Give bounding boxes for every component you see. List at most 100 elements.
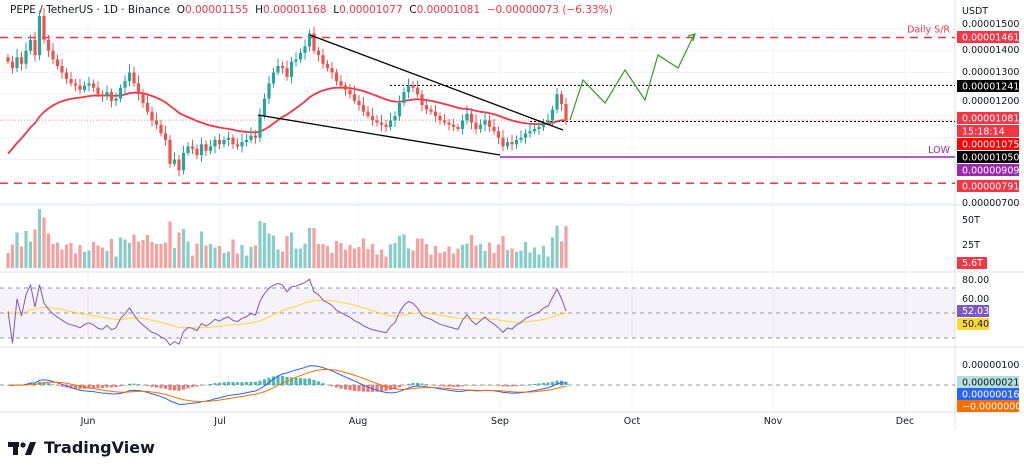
price-tag: 0.00000791 (962, 182, 1019, 193)
moving-average-line (7, 86, 567, 155)
macd-histogram-bar (55, 385, 60, 386)
macd-histogram-bar (109, 385, 114, 388)
macd-histogram-bar (402, 385, 406, 386)
candle-body (303, 46, 307, 53)
candle-body (564, 104, 568, 121)
candle-body (100, 94, 105, 97)
candle-body (235, 144, 240, 147)
candle-body (132, 72, 136, 84)
candle-body (64, 72, 69, 80)
candle-body (145, 102, 150, 112)
volume-bar (10, 244, 15, 268)
volume-bar (438, 253, 442, 268)
candle-body (406, 85, 411, 93)
macd-histogram-bar (523, 384, 528, 386)
low-value: 0.00001077 (339, 4, 403, 16)
wedge-lower-line (257, 114, 501, 156)
volume-bar (379, 249, 384, 268)
macd-histogram-bar (154, 385, 159, 388)
tradingview-logo[interactable]: TradingView (8, 438, 155, 457)
volume-bar (208, 244, 213, 268)
price-tag-bg (957, 80, 1019, 92)
candle-body (24, 50, 28, 64)
macd-histogram-bar (343, 385, 348, 390)
candle-body (42, 15, 46, 40)
macd-histogram-bar (397, 385, 402, 388)
volume-bar (505, 250, 510, 268)
macd-histogram-bar (532, 383, 537, 385)
macd-hist-tag: 0.00000021 (962, 378, 1019, 389)
volume-bar (375, 254, 379, 268)
macd-histogram-bar (51, 384, 55, 385)
candle-body (514, 139, 519, 145)
candle-body (226, 137, 231, 140)
candle-body (118, 87, 123, 99)
volume-bar (91, 242, 96, 268)
macd-histogram-bar (159, 385, 163, 389)
macd-histogram-bar (217, 382, 222, 385)
candle-body (127, 72, 132, 82)
rsi-line (7, 278, 567, 346)
candle-body (51, 50, 55, 60)
volume-bar (258, 221, 262, 268)
candle-body (334, 72, 339, 82)
candle-body (550, 109, 555, 121)
candle-body (415, 87, 420, 95)
candle-body (501, 137, 505, 147)
macd-histogram-bar (177, 385, 181, 391)
volume-bar (213, 247, 217, 268)
volume-bar (244, 255, 249, 268)
macd-histogram-bar (406, 383, 411, 385)
macd-histogram-bar (181, 385, 186, 390)
candle-body (10, 61, 15, 69)
price-tag: 0.00000909 (962, 166, 1019, 177)
price-tag: 0.00001461 (962, 33, 1019, 44)
macd-histogram-bar (195, 385, 199, 387)
price-tick: 0.00001200 (962, 96, 1019, 107)
candle-body (285, 68, 289, 77)
volume-bar (240, 245, 244, 268)
candle-body (231, 137, 235, 145)
candle-body (294, 59, 298, 62)
macd-histogram-bar (519, 385, 523, 386)
macd-histogram-bar (258, 380, 262, 385)
candle-body (361, 105, 366, 112)
candle-body (559, 94, 564, 105)
candle-body (523, 133, 528, 138)
volume-bar (316, 244, 321, 268)
volume-bar (415, 238, 420, 268)
volume-bar (159, 244, 163, 268)
volume-bar (118, 237, 123, 268)
candle-body (366, 111, 370, 116)
volume-bar (55, 242, 60, 268)
candle-body (532, 129, 537, 132)
candle-body (541, 122, 546, 127)
rsi-tick: 60.00 (962, 294, 989, 305)
macd-tag: 0.00000016 (962, 390, 1019, 401)
macd-histogram-bar (456, 385, 460, 387)
candle-body (204, 144, 208, 151)
candle-body (496, 131, 501, 138)
volume-bar (487, 242, 492, 268)
macd-histogram-bar (555, 380, 559, 385)
macd-histogram-bar (550, 381, 555, 385)
volume-bar (361, 238, 366, 268)
macd-histogram-bar (267, 377, 271, 385)
symbol[interactable]: PEPE / TetherUS · 1D · Binance (10, 4, 171, 16)
candle-body (321, 55, 325, 64)
price-tag-bg (957, 151, 1019, 163)
candle-body (15, 57, 19, 69)
candle-body (69, 79, 73, 84)
volume-bar (51, 244, 55, 268)
volume-bar (334, 241, 339, 268)
macd-histogram-bar (447, 385, 451, 387)
candle-body (451, 124, 456, 127)
volume-bar (537, 254, 541, 268)
macd-histogram-bar (213, 383, 217, 385)
volume-bar (433, 246, 438, 268)
macd-histogram-bar (73, 385, 78, 389)
candle-body (424, 105, 429, 110)
volume-bar (496, 244, 501, 268)
candle-body (505, 142, 510, 147)
